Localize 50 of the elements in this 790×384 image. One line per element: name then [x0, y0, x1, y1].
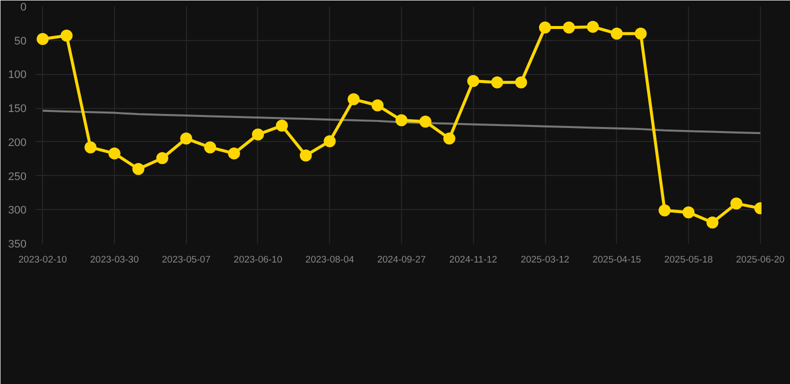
- point: [539, 22, 552, 34]
- line-series: [42, 110, 762, 134]
- point: [84, 141, 97, 154]
- y-tick-label: 350: [8, 238, 27, 250]
- point: [610, 28, 623, 40]
- point: [324, 135, 336, 148]
- point: [132, 163, 144, 176]
- x-tick-label: 2025-06-20: [736, 254, 785, 266]
- point: [658, 204, 671, 216]
- point: [682, 206, 695, 218]
- point: [36, 33, 49, 45]
- point: [276, 120, 288, 132]
- y-tick-label: 0: [20, 2, 27, 14]
- point: [372, 99, 384, 112]
- x-tick-label: 2025-03-12: [520, 254, 570, 266]
- x-tick-label: 2023-02-10: [18, 254, 67, 266]
- x-tick-label: 2024-11-12: [449, 254, 498, 266]
- point: [60, 30, 73, 42]
- x-tick-label: 2023-05-07: [162, 254, 211, 266]
- x-tick-label: 2025-04-15: [592, 254, 642, 266]
- point: [180, 132, 192, 145]
- y-tick-label: 150: [8, 103, 27, 116]
- point: [515, 76, 528, 88]
- y-tick-label: 300: [8, 204, 27, 217]
- point: [228, 147, 240, 160]
- point: [562, 22, 575, 34]
- point: [491, 76, 504, 88]
- x-tick-label: 2025-05-18: [664, 254, 713, 266]
- point: [300, 149, 312, 162]
- point: [730, 198, 742, 210]
- point: [467, 74, 480, 87]
- x-tick-label: 2023-08-04: [305, 254, 354, 266]
- point: [348, 93, 360, 106]
- point: [395, 114, 408, 126]
- x-tick-label: 2024-09-27: [377, 254, 426, 266]
- point: [108, 147, 120, 160]
- point: [419, 116, 432, 128]
- point: [156, 152, 168, 164]
- x-tick-label: 2023-03-30: [90, 254, 139, 266]
- y-tick-label: 50: [14, 35, 27, 48]
- x-tick-label: 2023-06-10: [234, 254, 282, 266]
- y-tick-label: 100: [8, 69, 27, 82]
- y-tick-label: 250: [8, 170, 27, 183]
- point: [586, 20, 599, 33]
- y-tick-label: 200: [8, 136, 27, 149]
- point: [204, 141, 216, 154]
- point: [706, 216, 718, 228]
- point: [443, 132, 456, 145]
- point: [634, 28, 647, 40]
- point: [252, 128, 264, 140]
